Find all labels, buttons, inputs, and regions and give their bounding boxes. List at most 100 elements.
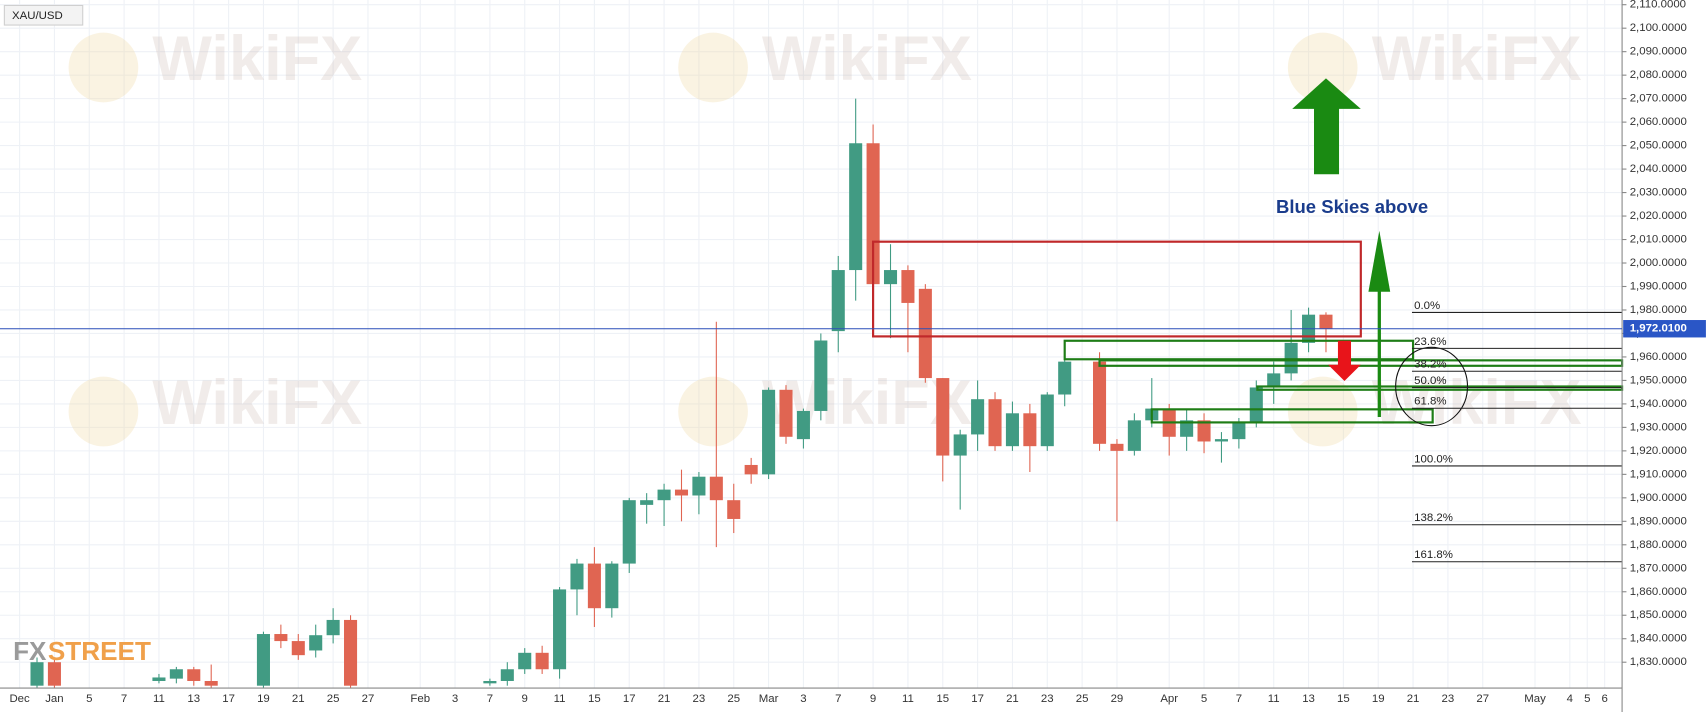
y-tick-label: 2,010.0000 [1630,234,1687,246]
candle-body [587,563,601,609]
candle-body [831,270,845,332]
x-tick-label: 25 [327,693,340,705]
candle-body [640,500,654,505]
y-tick-label: 2,040.0000 [1630,163,1687,175]
fib-label: 138.2% [1414,512,1453,524]
x-tick-label: May [1524,693,1546,705]
candles [30,98,1333,689]
candle-body [47,662,61,686]
x-tick-label: 29 [1111,693,1124,705]
support-box [1150,408,1434,424]
y-tick-label: 1,920.0000 [1630,445,1687,457]
candle-body [762,389,776,475]
y-tick-label: 1,900.0000 [1630,492,1687,504]
y-tick-label: 2,080.0000 [1630,69,1687,81]
x-tick-label: 11 [153,693,165,705]
x-tick-label: 5 [1584,693,1590,705]
candle-body [988,399,1002,447]
y-tick-label: 1,930.0000 [1630,421,1687,433]
symbol-box: XAU/USD [3,4,84,26]
x-tick-label: 7 [835,693,841,705]
x-tick-label: Dec [9,693,30,705]
candle-body [1214,439,1228,442]
support-box [1098,359,1624,367]
candle-body [1180,420,1194,437]
logo-right: STREET [48,636,151,666]
fib-label: 23.6% [1414,336,1446,348]
candle-body [1267,373,1281,388]
candle-body [1197,420,1211,442]
x-tick-label: 23 [693,693,706,705]
y-tick-label: 1,990.0000 [1630,281,1687,293]
candle-body [570,563,584,590]
candle-body [518,652,532,670]
y-tick-label: 2,090.0000 [1630,46,1687,58]
y-tick-label: 1,960.0000 [1630,351,1687,363]
up-arrow-head [1368,230,1391,292]
axis-labels: 1,830.0000 1,840.0000 1,850.0000 1,860.0000… [9,0,1686,705]
candle-body [1127,420,1141,451]
y-tick-label: 2,020.0000 [1630,210,1687,222]
candle-body [483,680,497,684]
x-tick-label: 9 [870,693,876,705]
y-tick-label: 1,980.0000 [1630,304,1687,316]
candle-body [500,669,514,681]
x-tick-label: 11 [1268,693,1280,705]
candle-body [605,563,619,609]
candle-body [796,410,810,440]
x-tick-label: 3 [452,693,458,705]
watermark-logo [678,376,748,447]
watermark: WikiFX [1372,368,1582,438]
y-tick-label: 2,060.0000 [1630,116,1687,128]
resistance-box [872,240,1362,338]
symbol-bg [3,4,84,26]
candle-body [1110,443,1124,451]
candle-body [971,399,985,435]
candle-body [309,635,323,651]
candle-body [883,270,898,285]
y-tick-label: 1,840.0000 [1630,633,1687,645]
fib-label: 50.0% [1414,375,1446,387]
y-tick-label: 2,000.0000 [1630,257,1687,269]
candle-body [709,476,723,501]
candle-body [326,619,340,636]
candle-body [1249,387,1263,423]
watermark-logo [1287,376,1358,447]
y-tick-label: 1,910.0000 [1630,468,1687,480]
y-tick-label: 1,950.0000 [1630,374,1687,386]
x-tick-label: 7 [121,693,127,705]
y-tick-label: 1,880.0000 [1630,539,1687,551]
candle-body [1232,422,1246,440]
x-tick-label: 25 [1076,693,1089,705]
candle-body [674,489,689,496]
candle-body [744,464,758,475]
candle-body [1319,314,1333,329]
x-tick-label: 6 [1601,693,1607,705]
x-tick-label: 15 [1337,693,1350,705]
candle-body [936,378,950,456]
x-tick-label: 21 [292,693,305,705]
candle-body [692,476,706,496]
fib-circle [1395,346,1469,427]
x-tick-label: 17 [222,693,235,705]
x-tick-label: 27 [362,693,375,705]
candle-body [169,669,183,679]
x-tick-label: 9 [522,693,528,705]
y-tick-label: 2,110.0000 [1630,0,1686,11]
x-tick-label: 23 [1041,693,1054,705]
x-tick-label: 11 [902,693,914,705]
x-tick-label: Apr [1160,693,1178,705]
last-price-label: 1,972.0100 [1630,323,1687,335]
annotations: Blue Skies above 0.0% 23.6% 38.2% 50.0% 61.8… [872,78,1624,563]
candle-body [274,634,288,642]
candle-body [779,389,793,437]
candle-body [1284,342,1298,374]
candle-body [256,634,270,686]
x-tick-label: 21 [1006,693,1019,705]
candle-body [204,680,218,686]
y-tick-label: 2,100.0000 [1630,22,1687,34]
down-arrow [1328,340,1361,382]
annotation: Blue Skies above [1276,196,1428,217]
x-tick-label: 5 [1201,693,1207,705]
candle-body [291,641,305,656]
